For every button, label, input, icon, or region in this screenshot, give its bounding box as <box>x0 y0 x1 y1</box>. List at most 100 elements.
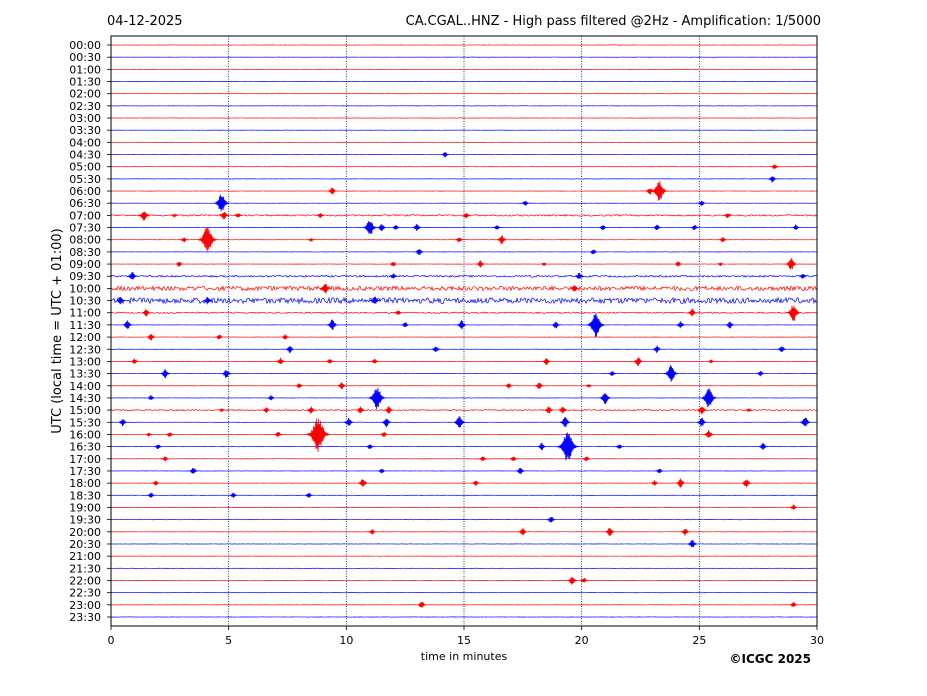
seismic-event <box>599 392 612 404</box>
seismic-event <box>690 225 699 231</box>
seismic-event <box>394 310 402 315</box>
plot-frame <box>110 35 818 627</box>
seismic-event <box>544 406 553 414</box>
seismic-event <box>180 237 188 243</box>
seismic-event <box>696 406 707 415</box>
seismic-event <box>516 467 525 475</box>
x-axis-label: time in minutes <box>421 650 508 663</box>
seismic-event <box>377 224 386 231</box>
seismic-event <box>509 456 518 462</box>
seismic-event <box>633 357 643 367</box>
seismic-event <box>599 225 607 230</box>
seismic-event <box>326 319 338 331</box>
seismic-event <box>717 262 724 267</box>
seismic-event <box>479 456 487 462</box>
y-tick-label: 19:00 <box>69 501 101 514</box>
seismic-event <box>381 418 392 428</box>
seismic-event <box>680 529 690 536</box>
seismic-event <box>147 492 155 498</box>
seismic-event <box>276 357 285 365</box>
seismic-event <box>580 578 588 583</box>
seismic-event <box>687 539 698 548</box>
trace-row-0700 <box>110 213 818 217</box>
y-tick-label: 09:00 <box>69 258 101 271</box>
y-tick-label: 22:30 <box>69 587 101 600</box>
y-tick-label: 10:00 <box>69 282 101 295</box>
seismic-event <box>650 480 659 486</box>
seismic-event <box>586 314 606 338</box>
seismic-event <box>138 211 150 221</box>
seismic-event <box>316 213 325 218</box>
seismic-event <box>570 285 579 292</box>
seismic-event <box>306 406 316 414</box>
seismic-event <box>146 333 156 341</box>
seismic-event <box>116 296 125 305</box>
y-tick-label: 14:30 <box>69 392 101 405</box>
seismic-event <box>145 432 152 437</box>
y-axis-label: UTC (local time = UTC + 01:00) <box>50 228 65 433</box>
seismic-event <box>154 444 162 450</box>
seismic-event <box>343 417 354 426</box>
seismic-event <box>700 388 717 408</box>
seismic-event <box>789 504 798 510</box>
seismic-event <box>175 261 183 267</box>
seismic-event <box>218 408 225 413</box>
y-tick-label: 21:30 <box>69 562 101 575</box>
y-tick-label: 06:30 <box>69 197 101 210</box>
trace-row-1500 <box>110 409 818 412</box>
y-tick-label: 08:30 <box>69 246 101 259</box>
y-tick-label: 02:30 <box>69 100 101 113</box>
y-tick-label: 16:30 <box>69 441 101 454</box>
chart-station-title: CA.CGAL..HNZ - High pass filtered @2Hz -… <box>406 14 821 29</box>
seismic-event <box>756 371 765 377</box>
y-tick-labels: 00:0000:3001:0001:3002:0002:3003:0003:30… <box>69 39 111 624</box>
y-tick-label: 21:00 <box>69 550 101 563</box>
y-tick-label: 17:00 <box>69 453 101 466</box>
seismic-event <box>455 237 464 243</box>
seismic-event <box>295 383 303 389</box>
seismic-event <box>655 468 664 474</box>
y-tick-label: 14:00 <box>69 380 101 393</box>
y-tick-label: 03:30 <box>69 124 101 137</box>
y-tick-label: 09:30 <box>69 270 101 283</box>
seismic-event <box>558 406 568 414</box>
y-tick-label: 00:30 <box>69 51 101 64</box>
seismic-event <box>189 468 198 474</box>
y-tick-label: 07:30 <box>69 222 101 235</box>
y-tick-label: 13:00 <box>69 355 101 368</box>
y-tick-label: 02:00 <box>69 88 101 101</box>
seismic-event <box>758 443 768 450</box>
seismic-event <box>676 321 685 329</box>
y-tick-label: 19:30 <box>69 514 101 527</box>
seismic-event <box>653 224 661 231</box>
seismic-event <box>518 527 528 536</box>
seismic-event <box>651 181 668 201</box>
seismic-event <box>307 238 315 243</box>
y-tick-label: 03:00 <box>69 112 101 125</box>
trace-row-0930 <box>110 274 818 278</box>
trace-layer <box>110 44 818 618</box>
seismic-event <box>366 444 374 450</box>
seismic-event <box>675 478 686 488</box>
seismic-event <box>792 224 800 230</box>
seismic-event <box>384 406 393 414</box>
seismic-event <box>707 359 715 365</box>
seismic-event <box>608 371 616 376</box>
seismic-event <box>456 320 467 330</box>
x-tick-label: 0 <box>108 634 115 647</box>
seismic-event <box>505 383 513 389</box>
seismic-event <box>229 492 238 498</box>
seismic-event <box>262 407 271 414</box>
seismic-event <box>357 479 368 487</box>
seismic-event <box>696 417 707 427</box>
seismic-event <box>768 176 777 183</box>
x-tick-label: 5 <box>225 634 232 647</box>
seismic-event <box>147 394 155 400</box>
y-tick-label: 20:30 <box>69 538 101 551</box>
seismic-event <box>219 211 229 220</box>
seismic-event <box>215 334 223 340</box>
seismic-event <box>615 444 624 449</box>
y-tick-label: 12:30 <box>69 343 101 356</box>
seismic-event <box>285 346 295 354</box>
